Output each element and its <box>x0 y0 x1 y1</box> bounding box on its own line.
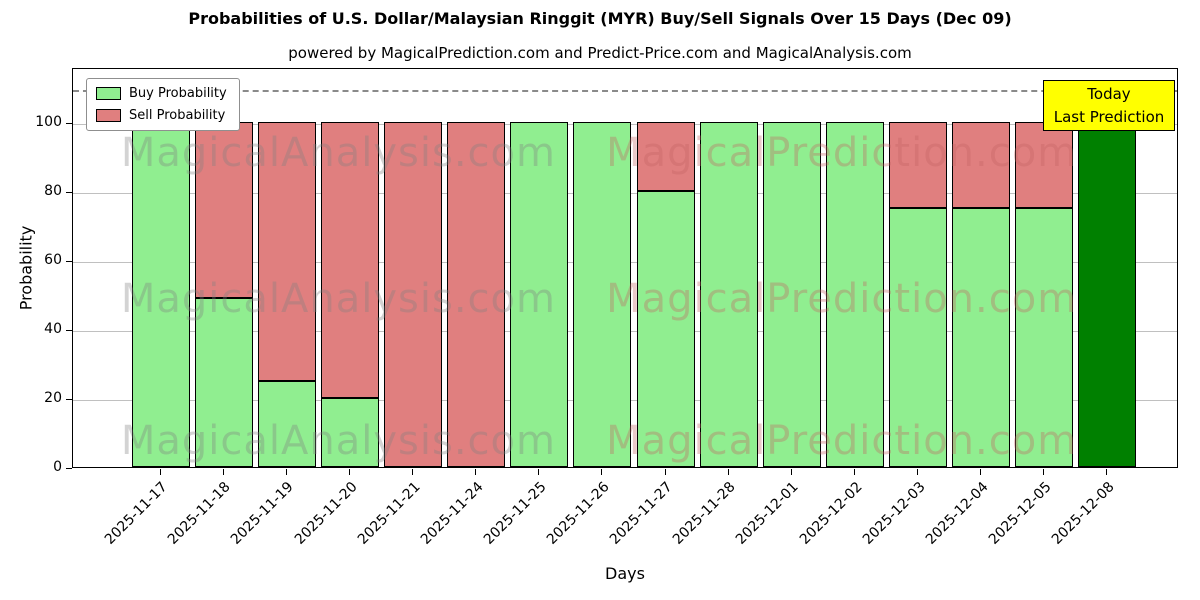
watermark-prediction-1: MagicalPrediction.com <box>606 276 1078 322</box>
xtick-label-2025-12-05: 2025-12-05 <box>985 479 1055 548</box>
legend-label-buy: Buy Probability <box>129 86 227 101</box>
xtick-label-2025-12-04: 2025-12-04 <box>922 479 992 548</box>
buy-segment-2025-11-28 <box>699 122 758 467</box>
dashed-threshold-line <box>73 89 1177 92</box>
xtick-mark-2025-11-24 <box>475 469 477 475</box>
xtick-mark-2025-11-26 <box>601 469 603 475</box>
xtick-label-2025-11-21: 2025-11-21 <box>354 479 424 548</box>
xtick-mark-2025-11-20 <box>348 469 350 475</box>
xtick-label-2025-12-02: 2025-12-02 <box>796 479 866 548</box>
xtick-mark-2025-12-01 <box>790 469 792 475</box>
buy-segment-2025-11-26 <box>573 122 632 467</box>
xtick-label-2025-11-25: 2025-11-25 <box>480 479 550 548</box>
watermark-analysis-1: MagicalAnalysis.com <box>120 276 556 322</box>
bars-layer <box>73 69 1177 467</box>
xtick-label-2025-12-03: 2025-12-03 <box>859 479 929 548</box>
sell-color-swatch <box>96 109 121 122</box>
buy-color-swatch <box>96 87 121 100</box>
buy-segment-2025-12-04 <box>952 208 1011 467</box>
xtick-mark-2025-12-04 <box>980 469 982 475</box>
xtick-label-2025-12-08: 2025-12-08 <box>1048 479 1118 548</box>
xtick-label-2025-11-19: 2025-11-19 <box>228 479 298 548</box>
buy-segment-2025-11-27 <box>636 191 695 467</box>
xtick-mark-2025-12-02 <box>853 469 855 475</box>
ytick-label-80: 80 <box>44 183 62 200</box>
watermark-prediction-0: MagicalPrediction.com <box>606 130 1078 176</box>
legend: Buy Probability Sell Probability <box>86 78 240 131</box>
buy-segment-2025-11-20 <box>320 398 379 467</box>
xtick-mark-2025-11-19 <box>285 469 287 475</box>
ytick-label-60: 60 <box>44 252 62 269</box>
sell-segment-2025-11-24 <box>447 122 506 467</box>
buy-segment-2025-11-19 <box>257 380 316 467</box>
watermark-analysis-2: MagicalAnalysis.com <box>120 418 556 464</box>
xtick-label-2025-11-26: 2025-11-26 <box>543 479 613 548</box>
legend-item-sell: Sell Probability <box>96 108 227 123</box>
xtick-label-2025-11-17: 2025-11-17 <box>102 479 171 548</box>
legend-label-sell: Sell Probability <box>129 108 226 123</box>
buy-segment-2025-11-18 <box>194 298 253 467</box>
ytick-label-40: 40 <box>44 321 62 338</box>
ytick-mark-40 <box>66 330 72 332</box>
xtick-mark-2025-11-18 <box>222 469 224 475</box>
watermark-prediction-2: MagicalPrediction.com <box>606 418 1078 464</box>
ytick-mark-0 <box>66 468 72 469</box>
xtick-mark-2025-11-21 <box>412 469 414 475</box>
buy-segment-2025-12-01 <box>762 122 821 467</box>
ytick-mark-60 <box>66 261 72 263</box>
xtick-label-2025-11-18: 2025-11-18 <box>165 479 235 548</box>
xtick-label-2025-11-20: 2025-11-20 <box>291 479 361 548</box>
xtick-label-2025-12-01: 2025-12-01 <box>733 479 803 548</box>
xtick-mark-2025-11-25 <box>538 469 540 475</box>
xtick-mark-2025-12-05 <box>1043 469 1045 475</box>
xtick-mark-2025-12-03 <box>917 469 919 475</box>
buy-segment-2025-12-02 <box>825 122 884 467</box>
watermark-layer: MagicalAnalysis.com MagicalPrediction.com… <box>73 69 1177 467</box>
annotation-line-2: Last Prediction <box>1053 107 1165 126</box>
sell-segment-2025-12-04 <box>952 122 1011 209</box>
chart-subtitle: powered by MagicalPrediction.com and Pre… <box>288 44 912 62</box>
sell-segment-2025-11-19 <box>257 122 316 381</box>
buy-segment-2025-12-03 <box>889 208 948 467</box>
legend-item-buy: Buy Probability <box>96 86 227 101</box>
sell-segment-2025-11-21 <box>384 122 443 467</box>
xtick-label-2025-11-27: 2025-11-27 <box>607 479 676 548</box>
watermark-analysis-0: MagicalAnalysis.com <box>120 130 556 176</box>
annotation-line-1: Today <box>1087 85 1131 103</box>
sell-segment-2025-12-03 <box>889 122 948 209</box>
buy-segment-2025-12-05 <box>1015 208 1074 467</box>
ytick-label-100: 100 <box>35 114 62 131</box>
x-axis-label: Days <box>605 564 645 583</box>
sell-segment-2025-11-27 <box>636 122 695 192</box>
plot-area: MagicalAnalysis.com MagicalPrediction.com… <box>72 68 1178 468</box>
ytick-label-20: 20 <box>44 390 62 407</box>
chart-title: Probabilities of U.S. Dollar/Malaysian R… <box>188 9 1012 28</box>
buy-segment-2025-11-25 <box>510 122 569 467</box>
xtick-label-2025-11-28: 2025-11-28 <box>670 479 740 548</box>
ytick-mark-20 <box>66 399 72 401</box>
xtick-mark-2025-12-08 <box>1106 469 1108 475</box>
ytick-mark-100 <box>66 123 72 125</box>
xtick-mark-2025-11-27 <box>664 469 666 475</box>
buy-segment-2025-12-08 <box>1078 122 1137 467</box>
sell-segment-2025-12-05 <box>1015 122 1074 209</box>
today-annotation: Today Last Prediction <box>1043 80 1175 131</box>
xtick-label-2025-11-24: 2025-11-24 <box>417 479 487 548</box>
xtick-mark-2025-11-17 <box>159 469 161 475</box>
ytick-mark-80 <box>66 192 72 194</box>
sell-segment-2025-11-20 <box>320 122 379 399</box>
xtick-mark-2025-11-28 <box>727 469 729 475</box>
ytick-label-0: 0 <box>53 459 62 475</box>
